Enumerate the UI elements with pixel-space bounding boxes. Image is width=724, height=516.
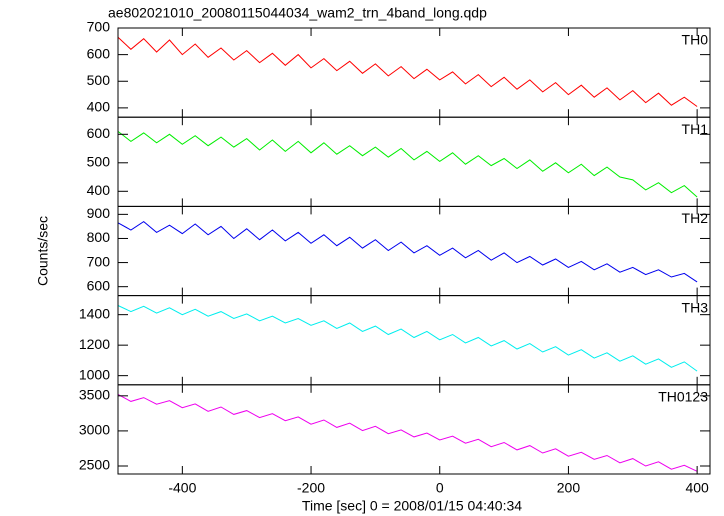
- y-tick-label: 500: [87, 72, 111, 88]
- y-tick-label: 600: [87, 277, 111, 293]
- y-tick-label: 500: [87, 154, 111, 170]
- panel-frame: [117, 116, 711, 207]
- panel-frame: [117, 205, 711, 297]
- light-curve: [117, 131, 698, 198]
- y-tick-label: 3000: [79, 422, 110, 438]
- light-curve: [117, 36, 698, 107]
- x-tick-label: 400: [685, 480, 709, 496]
- light-curve: [117, 220, 698, 283]
- x-tick-label: -400: [168, 480, 196, 496]
- x-tick-label: -200: [297, 480, 325, 496]
- x-axis-label: Time [sec] 0 = 2008/01/15 04:40:34: [302, 498, 522, 514]
- y-tick-label: 700: [87, 253, 111, 269]
- y-tick-label: 1000: [79, 366, 110, 382]
- panel-frame: [117, 295, 711, 386]
- y-tick-label: 1200: [79, 336, 110, 352]
- y-tick-label: 700: [87, 19, 111, 35]
- light-curve: [117, 393, 698, 472]
- panel-label: TH3: [682, 299, 709, 315]
- y-tick-label: 3500: [79, 387, 110, 403]
- y-tick-label: 2500: [79, 457, 110, 473]
- panel-frame: [117, 27, 711, 118]
- y-tick-label: 600: [87, 45, 111, 61]
- y-tick-label: 400: [87, 99, 111, 115]
- panel-frame: [117, 384, 711, 475]
- chart-title: ae802021010_20080115044034_wam2_trn_4ban…: [108, 5, 487, 21]
- y-tick-label: 900: [87, 205, 111, 221]
- y-tick-label: 400: [87, 182, 111, 198]
- panel-label: TH0: [682, 32, 709, 48]
- y-tick-label: 800: [87, 229, 111, 245]
- light-curve: [117, 305, 698, 372]
- y-tick-label: 600: [87, 125, 111, 141]
- panel-label: TH1: [682, 121, 709, 137]
- y-tick-label: 1400: [79, 305, 110, 321]
- x-tick-label: 0: [436, 480, 444, 496]
- panel-label: TH0123: [658, 389, 708, 405]
- y-axis-label: Counts/sec: [35, 216, 51, 286]
- panel-label: TH2: [682, 210, 709, 226]
- x-tick-label: 200: [557, 480, 581, 496]
